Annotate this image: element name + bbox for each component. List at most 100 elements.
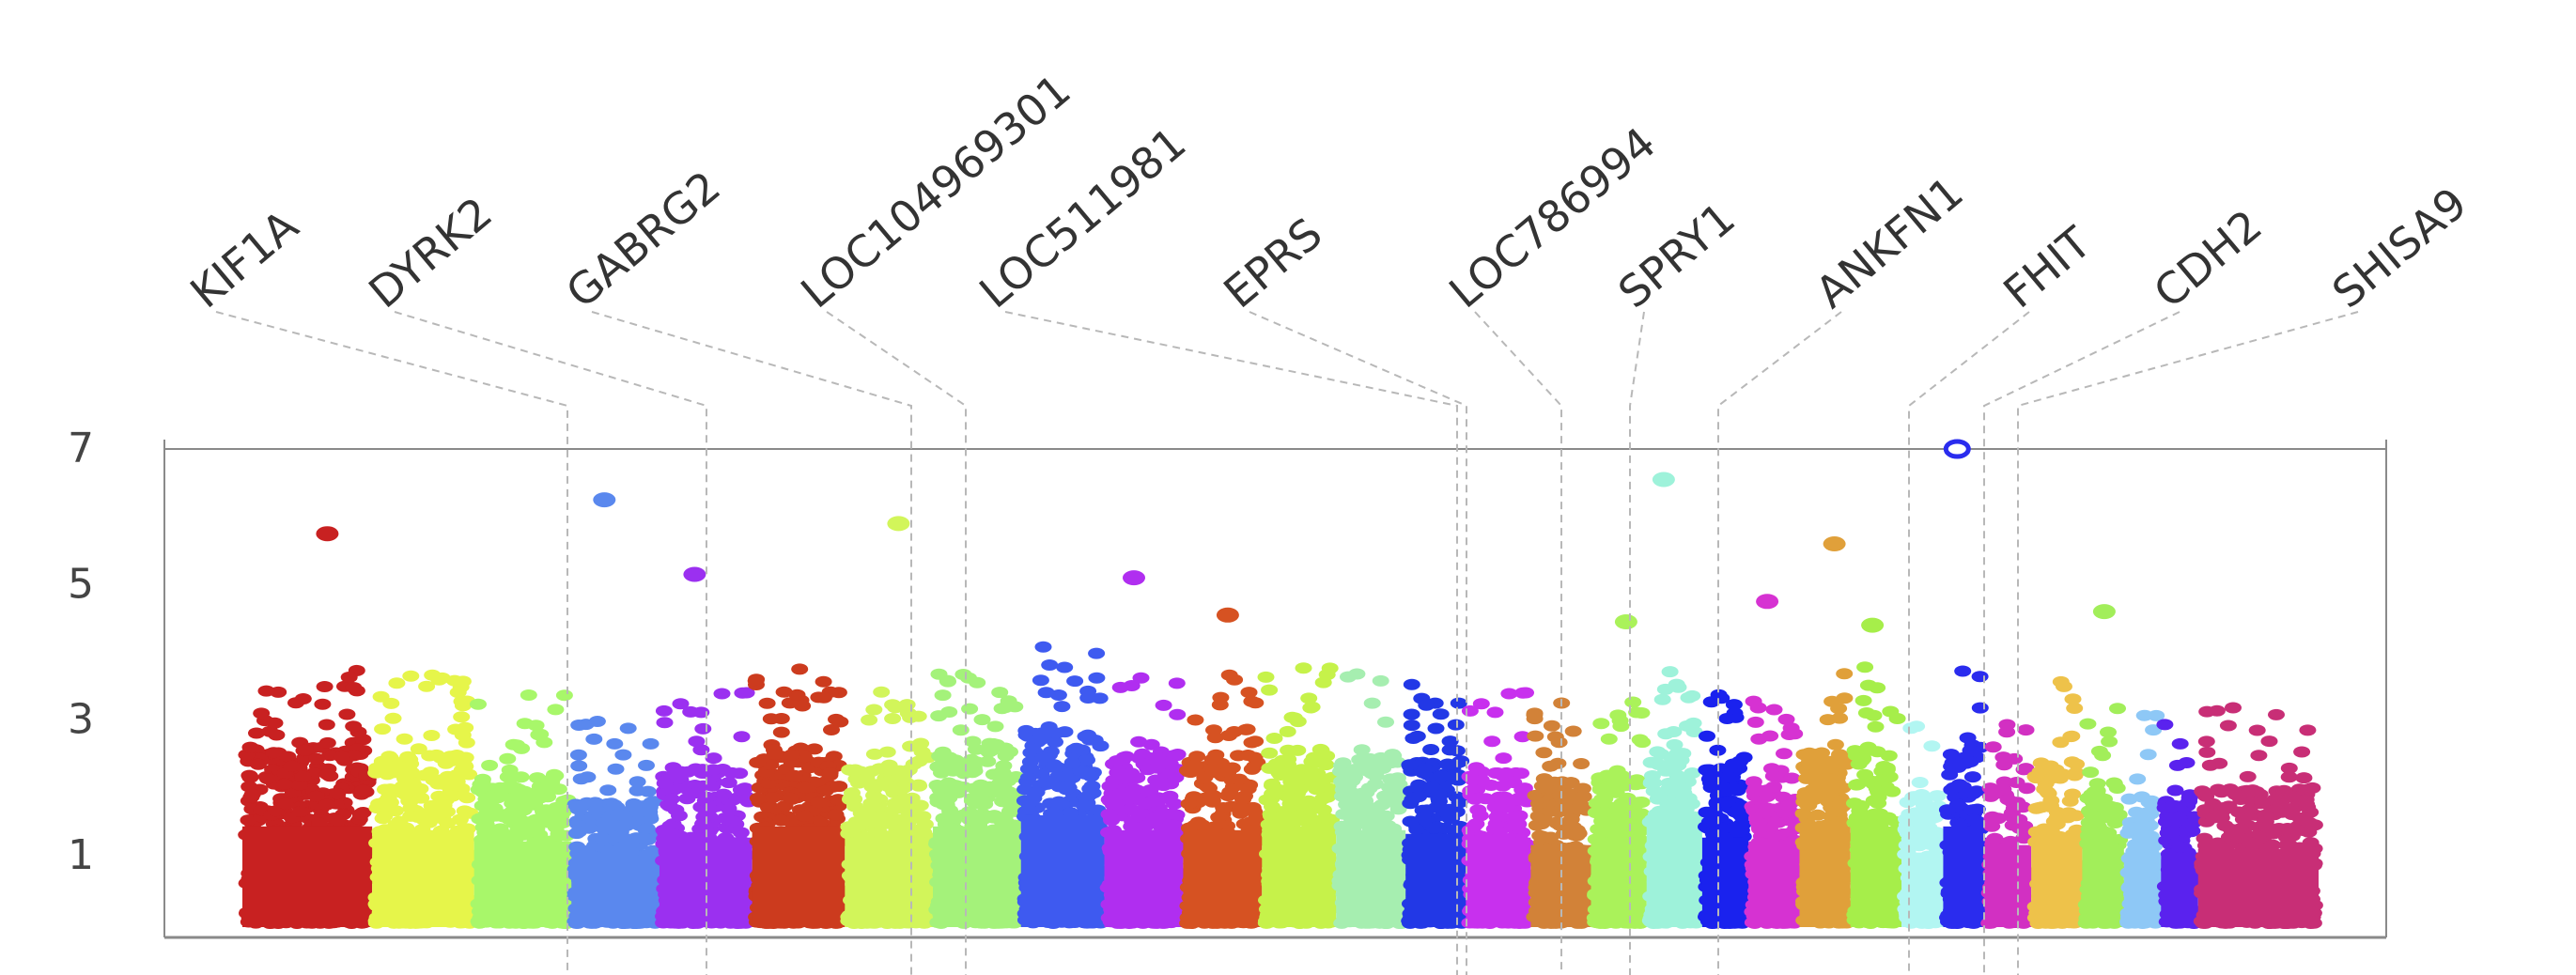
snp-point — [1247, 735, 1265, 748]
snp-point — [314, 698, 332, 710]
snp-point — [1187, 760, 1204, 771]
snp-point — [283, 760, 301, 772]
snp-points — [238, 641, 2323, 929]
snp-point — [372, 690, 390, 703]
snp-point — [600, 814, 618, 827]
snp-point — [530, 812, 548, 825]
snp-point — [1238, 723, 1256, 735]
snp-point — [788, 689, 806, 701]
snp-point — [318, 736, 336, 749]
snp-point — [1123, 767, 1141, 780]
snp-point — [1034, 751, 1052, 764]
snp-point — [594, 832, 612, 844]
snp-point — [619, 722, 637, 735]
snp-point — [1279, 725, 1296, 737]
snp-point — [1053, 701, 1071, 713]
snp-point — [1083, 781, 1101, 792]
snp-point — [329, 814, 347, 827]
snp-point — [265, 747, 283, 759]
snp-point — [842, 794, 859, 806]
chromosome-12-points — [1257, 662, 1342, 929]
chromosome-2-density-band — [372, 829, 474, 927]
snp-point — [1291, 783, 1309, 796]
snp-point — [1113, 787, 1131, 799]
snp-point — [642, 737, 660, 750]
chromosome-6-density-band — [752, 826, 846, 927]
snp-point — [954, 782, 972, 793]
snp-point — [547, 704, 565, 716]
chromosome-3-points — [470, 689, 577, 929]
snp-point — [412, 792, 430, 804]
snp-point — [1245, 805, 1263, 817]
snp-point — [1294, 797, 1311, 810]
chromosome-11-points — [1179, 669, 1266, 929]
snp-point — [846, 764, 864, 776]
plot-axes — [163, 440, 2387, 939]
snp-point — [791, 663, 809, 675]
snp-point — [1220, 669, 1238, 681]
snp-point — [1204, 766, 1222, 779]
snp-point — [1201, 782, 1218, 794]
snp-point — [1088, 672, 1106, 684]
snp-point — [267, 805, 285, 817]
snp-point — [720, 777, 737, 789]
snp-point — [253, 707, 271, 720]
snp-point — [266, 717, 284, 729]
snp-point — [639, 785, 657, 797]
snp-point — [705, 752, 722, 765]
snp-point — [1063, 757, 1081, 769]
snp-point — [402, 810, 420, 822]
snp-point — [733, 731, 751, 743]
snp-point — [1289, 744, 1307, 756]
snp-point — [782, 792, 799, 804]
snp-point — [499, 752, 517, 765]
snp-point — [1261, 684, 1279, 696]
snp-point — [1187, 714, 1204, 726]
chromosome-1-density-band — [242, 826, 373, 927]
snp-point — [333, 751, 350, 763]
snp-point — [1212, 691, 1230, 704]
chromosome-11-density-band — [1183, 829, 1263, 927]
chromosome-4-points — [566, 716, 664, 929]
snp-point — [1219, 766, 1237, 779]
snp-point — [1363, 697, 1381, 709]
snp-point — [487, 792, 504, 804]
snp-point — [423, 730, 441, 741]
snp-point — [319, 768, 336, 781]
chromosome-9-points — [1016, 641, 1110, 929]
chromosome-1-points — [238, 664, 377, 929]
snp-point — [1308, 757, 1326, 768]
chromosome-3-density-band — [473, 841, 572, 927]
snp-point — [340, 672, 358, 683]
snp-point — [1243, 695, 1261, 707]
snp-point — [296, 744, 314, 756]
snp-point — [384, 712, 402, 724]
snp-point — [243, 788, 261, 800]
snp-point — [1246, 751, 1264, 764]
snp-point — [453, 711, 471, 723]
chromosome-6-points — [747, 663, 849, 929]
snp-point — [1032, 733, 1049, 745]
snp-point — [694, 722, 712, 735]
snp-point — [861, 714, 878, 726]
snp-point — [345, 720, 363, 733]
snp-point — [458, 792, 476, 804]
snp-point — [1261, 747, 1279, 759]
snp-point — [1022, 763, 1040, 774]
snp-point — [1364, 766, 1382, 778]
snp-point — [446, 751, 464, 763]
snp-point — [884, 699, 902, 711]
snp-point — [1056, 726, 1074, 738]
snp-point — [930, 668, 948, 680]
snp-point — [1041, 659, 1059, 671]
snp-point — [667, 767, 685, 779]
snp-point — [1372, 674, 1389, 687]
snp-point — [546, 811, 563, 823]
snp-point — [391, 761, 409, 773]
snp-point — [376, 797, 394, 810]
snp-point — [973, 714, 991, 726]
snp-point — [470, 698, 487, 710]
snp-point — [656, 777, 674, 789]
snp-point — [248, 727, 265, 739]
